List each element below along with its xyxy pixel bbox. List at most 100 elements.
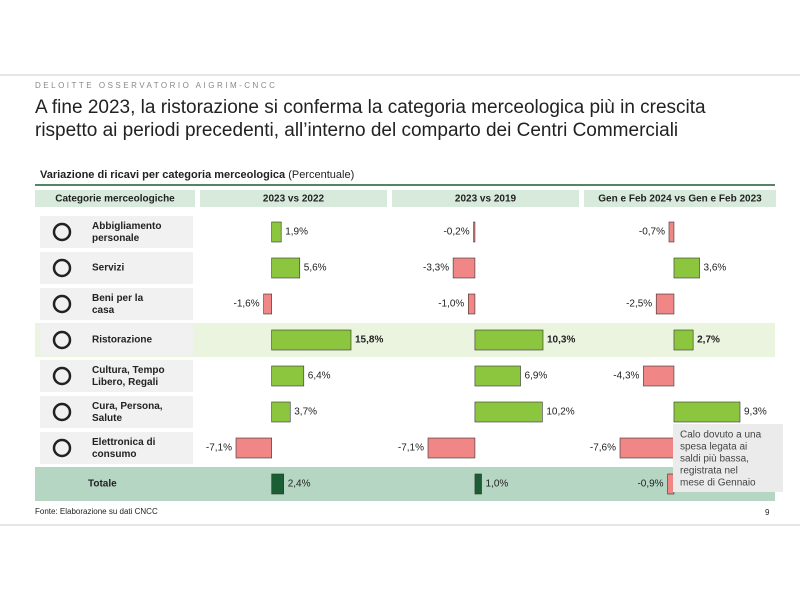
category-label-line: Elettronica di: [92, 437, 156, 448]
chart-title: Variazione di ricavi per categoria merce…: [40, 169, 354, 181]
value-label: -2,5%: [626, 299, 652, 310]
annotation-line: saldi più bassa,: [680, 454, 749, 465]
column-header-bg: [35, 190, 195, 207]
bar: [452, 257, 476, 279]
category-label: Ristorazione: [92, 335, 152, 346]
column-header: Gen e Feb 2024 vs Gen e Feb 2023: [598, 194, 762, 205]
bar: [474, 401, 543, 423]
category-box: [40, 324, 193, 356]
bar: [673, 401, 741, 423]
category-label: Beni per la casa: [92, 293, 144, 316]
annotation-line: registrata nel: [680, 466, 738, 477]
bar: [468, 293, 476, 315]
category-label-line: Cura, Persona,: [92, 401, 163, 412]
category-label-line: Cultura, Tempo: [92, 365, 165, 376]
chart-title-main: Variazione di ricavi per categoria merce…: [40, 169, 286, 181]
value-label: 1,0%: [486, 479, 509, 490]
value-label: 15,8%: [355, 335, 383, 346]
category-label: Abbigliamento personale: [92, 221, 161, 244]
bar: [235, 437, 272, 459]
value-label: 2,7%: [697, 335, 720, 346]
category-box: [40, 432, 193, 464]
bar: [474, 473, 482, 495]
category-label-line: Beni per la: [92, 293, 144, 304]
annotation-box: [673, 424, 783, 492]
value-label: 10,2%: [546, 407, 574, 418]
bar: [619, 437, 675, 459]
value-label: -1,0%: [438, 299, 464, 310]
total-row: [35, 467, 775, 501]
category-label: Elettronica di consumo: [92, 437, 156, 460]
category-label-line: Libero, Regali: [92, 377, 158, 388]
value-label: 2,4%: [288, 479, 311, 490]
category-label-line: Salute: [92, 413, 122, 424]
value-label: -3,3%: [423, 263, 449, 274]
annotation-line: mese di Gennaio: [680, 478, 756, 489]
category-box: [40, 360, 193, 392]
value-label: 6,9%: [525, 371, 548, 382]
category-label: Cultura, Tempo Libero, Regali: [92, 365, 165, 388]
category-label: Cura, Persona, Salute: [92, 401, 163, 424]
source: Fonte: Elaborazione su dati CNCC: [35, 507, 158, 516]
column-header-bg: [392, 190, 579, 207]
category-icon: [52, 330, 72, 350]
title-line: rispetto ai periodi precedenti, all’inte…: [35, 120, 678, 141]
value-label: -0,2%: [443, 227, 469, 238]
category-box: [40, 252, 193, 284]
bar: [263, 293, 272, 315]
value-label: -1,6%: [233, 299, 259, 310]
chart-subtitle: (Percentuale): [288, 169, 354, 181]
category-label-line: personale: [92, 233, 140, 244]
bar: [474, 329, 544, 351]
category-label-line: casa: [92, 305, 115, 316]
bar: [271, 401, 291, 423]
bar: [643, 365, 675, 387]
bar: [271, 365, 305, 387]
bar: [474, 365, 521, 387]
category-icon: [52, 222, 72, 242]
column-header: 2023 vs 2022: [263, 194, 325, 205]
column-header-bg: [200, 190, 387, 207]
category-label: Servizi: [92, 263, 124, 274]
bar: [271, 329, 352, 351]
category-icon: [52, 258, 72, 278]
value-label: -7,6%: [590, 443, 616, 454]
value-label: -7,1%: [206, 443, 232, 454]
category-icon: [52, 294, 72, 314]
category-icon: [52, 366, 72, 386]
value-label: 3,6%: [704, 263, 727, 274]
value-label: 6,4%: [308, 371, 331, 382]
category-label-line: Abbigliamento: [92, 221, 161, 232]
bar: [271, 257, 301, 279]
bar: [655, 293, 675, 315]
value-label: -4,3%: [613, 371, 639, 382]
annotation-line: spesa legata ai: [680, 442, 747, 453]
category-box: [40, 396, 193, 428]
value-label: 1,9%: [285, 227, 308, 238]
category-label: Totale: [88, 479, 117, 490]
category-label-line: consumo: [92, 449, 136, 460]
title-line: A fine 2023, la ristorazione si conferma…: [35, 97, 706, 118]
value-label: 9,3%: [744, 407, 767, 418]
category-box: [40, 288, 193, 320]
category-icon: [52, 402, 72, 422]
chart-body: Abbigliamento personale Servizi Beni per la…: [35, 190, 783, 501]
bar: [271, 221, 282, 243]
column-header: Categorie merceologiche: [55, 194, 175, 205]
value-label: -0,9%: [637, 479, 663, 490]
bar: [668, 221, 675, 243]
value-label: 10,3%: [547, 335, 575, 346]
category-box: [40, 216, 193, 248]
bar: [673, 329, 694, 351]
value-label: -7,1%: [398, 443, 424, 454]
category-icon: [52, 438, 72, 458]
value-label: 5,6%: [304, 263, 327, 274]
page-number: 9: [765, 508, 770, 517]
bar: [271, 473, 285, 495]
bar: [473, 221, 476, 243]
column-header-bg: [584, 190, 776, 207]
bar: [673, 257, 700, 279]
kicker: DELOITTE OSSERVATORIO AIGRIM-CNCC: [35, 81, 277, 90]
annotation-line: Calo dovuto a una: [680, 430, 762, 441]
